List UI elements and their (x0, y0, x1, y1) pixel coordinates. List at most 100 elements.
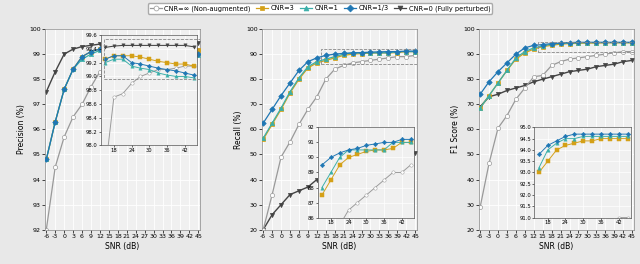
CNR=1/3 (521, 46, 529, 49)
Y-axis label: Recall (%): Recall (%) (234, 110, 243, 149)
CNR=0 (Fully perturbed) (268, 213, 276, 216)
CNR=3 (593, 41, 600, 45)
CNR=1/3 (403, 50, 410, 53)
CNR=3 (60, 88, 68, 91)
CNR=1 (494, 81, 502, 84)
CNR=3 (539, 45, 547, 48)
CNR=0 (Fully perturbed) (349, 167, 356, 170)
CNR=∞ (Non-augmented) (557, 60, 564, 63)
CNR=∞ (Non-augmented) (141, 53, 148, 56)
CNR=∞ (Non-augmented) (277, 155, 285, 158)
CNR=1/3 (539, 43, 547, 46)
CNR=∞ (Non-augmented) (476, 205, 484, 209)
CNR=1/3 (358, 51, 365, 54)
CNR=0 (Fully perturbed) (114, 41, 122, 45)
CNR=1/3 (331, 53, 339, 56)
CNR=1/3 (575, 41, 582, 44)
CNR=∞ (Non-augmented) (385, 56, 392, 59)
CNR=3 (521, 51, 529, 54)
CNR=1 (566, 41, 573, 44)
CNR=1 (51, 120, 59, 123)
Line: CNR=∞ (Non-augmented): CNR=∞ (Non-augmented) (261, 53, 417, 232)
CNR=1 (349, 51, 356, 54)
CNR=3 (141, 45, 148, 49)
CNR=3 (168, 48, 175, 51)
CNR=0 (Fully perturbed) (286, 193, 294, 196)
CNR=3 (584, 41, 591, 45)
CNR=3 (286, 91, 294, 95)
CNR=∞ (Non-augmented) (105, 88, 113, 91)
CNR=1 (602, 41, 609, 44)
Line: CNR=1/3: CNR=1/3 (44, 45, 200, 161)
CNR=3 (259, 138, 267, 141)
CNR=∞ (Non-augmented) (548, 64, 556, 67)
CNR=∞ (Non-augmented) (503, 114, 511, 117)
CNR=1/3 (277, 94, 285, 97)
CNR=0 (Fully perturbed) (476, 105, 484, 108)
CNR=3 (105, 46, 113, 49)
CNR=1/3 (503, 61, 511, 64)
CNR=∞ (Non-augmented) (376, 58, 383, 61)
CNR=0 (Fully perturbed) (385, 158, 392, 161)
CNR=3 (349, 53, 356, 56)
CNR=0 (Fully perturbed) (628, 59, 636, 62)
CNR=0 (Fully perturbed) (60, 53, 68, 56)
CNR=3 (403, 50, 410, 53)
CNR=3 (628, 41, 636, 44)
X-axis label: SNR (dB): SNR (dB) (539, 242, 573, 251)
Bar (321, 49, 418, 64)
CNR=1/3 (412, 50, 419, 53)
CNR=1/3 (123, 45, 131, 48)
CNR=1/3 (584, 41, 591, 44)
CNR=1 (141, 50, 148, 53)
CNR=3 (177, 48, 184, 51)
CNR=1 (114, 46, 122, 49)
CNR=1 (42, 158, 50, 161)
CNR=1 (295, 76, 303, 79)
CNR=1 (367, 51, 374, 54)
CNR=0 (Fully perturbed) (331, 172, 339, 175)
CNR=1/3 (150, 49, 157, 52)
CNR=1/3 (322, 54, 330, 57)
CNR=3 (485, 94, 493, 97)
CNR=∞ (Non-augmented) (620, 50, 627, 53)
CNR=1/3 (340, 52, 348, 55)
CNR=0 (Fully perturbed) (159, 41, 166, 44)
CNR=∞ (Non-augmented) (566, 58, 573, 61)
CNR=∞ (Non-augmented) (584, 55, 591, 58)
CNR=∞ (Non-augmented) (530, 75, 538, 78)
CNR=3 (304, 66, 312, 69)
CNR=1 (313, 60, 321, 63)
CNR=3 (96, 48, 104, 51)
CNR=∞ (Non-augmented) (51, 165, 59, 168)
CNR=3 (611, 41, 618, 44)
CNR=∞ (Non-augmented) (304, 108, 312, 111)
CNR=0 (Fully perturbed) (620, 60, 627, 63)
CNR=0 (Fully perturbed) (141, 41, 148, 44)
CNR=∞ (Non-augmented) (485, 162, 493, 165)
CNR=∞ (Non-augmented) (367, 59, 374, 62)
CNR=0 (Fully perturbed) (593, 65, 600, 68)
CNR=1 (87, 53, 95, 56)
CNR=0 (Fully perturbed) (177, 41, 184, 44)
CNR=1/3 (177, 50, 184, 54)
CNR=0 (Fully perturbed) (584, 68, 591, 71)
CNR=1/3 (485, 80, 493, 83)
CNR=∞ (Non-augmented) (521, 86, 529, 89)
CNR=1/3 (69, 68, 77, 71)
CNR=0 (Fully perturbed) (150, 41, 157, 44)
CNR=0 (Fully perturbed) (403, 153, 410, 156)
Line: CNR=∞ (Non-augmented): CNR=∞ (Non-augmented) (478, 50, 634, 209)
CNR=3 (575, 42, 582, 45)
CNR=∞ (Non-augmented) (593, 54, 600, 57)
CNR=3 (159, 47, 166, 50)
CNR=1/3 (376, 50, 383, 53)
Line: CNR=1/3: CNR=1/3 (261, 49, 417, 125)
CNR=1 (403, 50, 410, 53)
CNR=∞ (Non-augmented) (259, 228, 267, 231)
CNR=1/3 (494, 70, 502, 73)
CNR=0 (Fully perturbed) (548, 75, 556, 78)
CNR=1/3 (78, 55, 86, 58)
CNR=3 (277, 108, 285, 111)
CNR=3 (394, 51, 401, 54)
